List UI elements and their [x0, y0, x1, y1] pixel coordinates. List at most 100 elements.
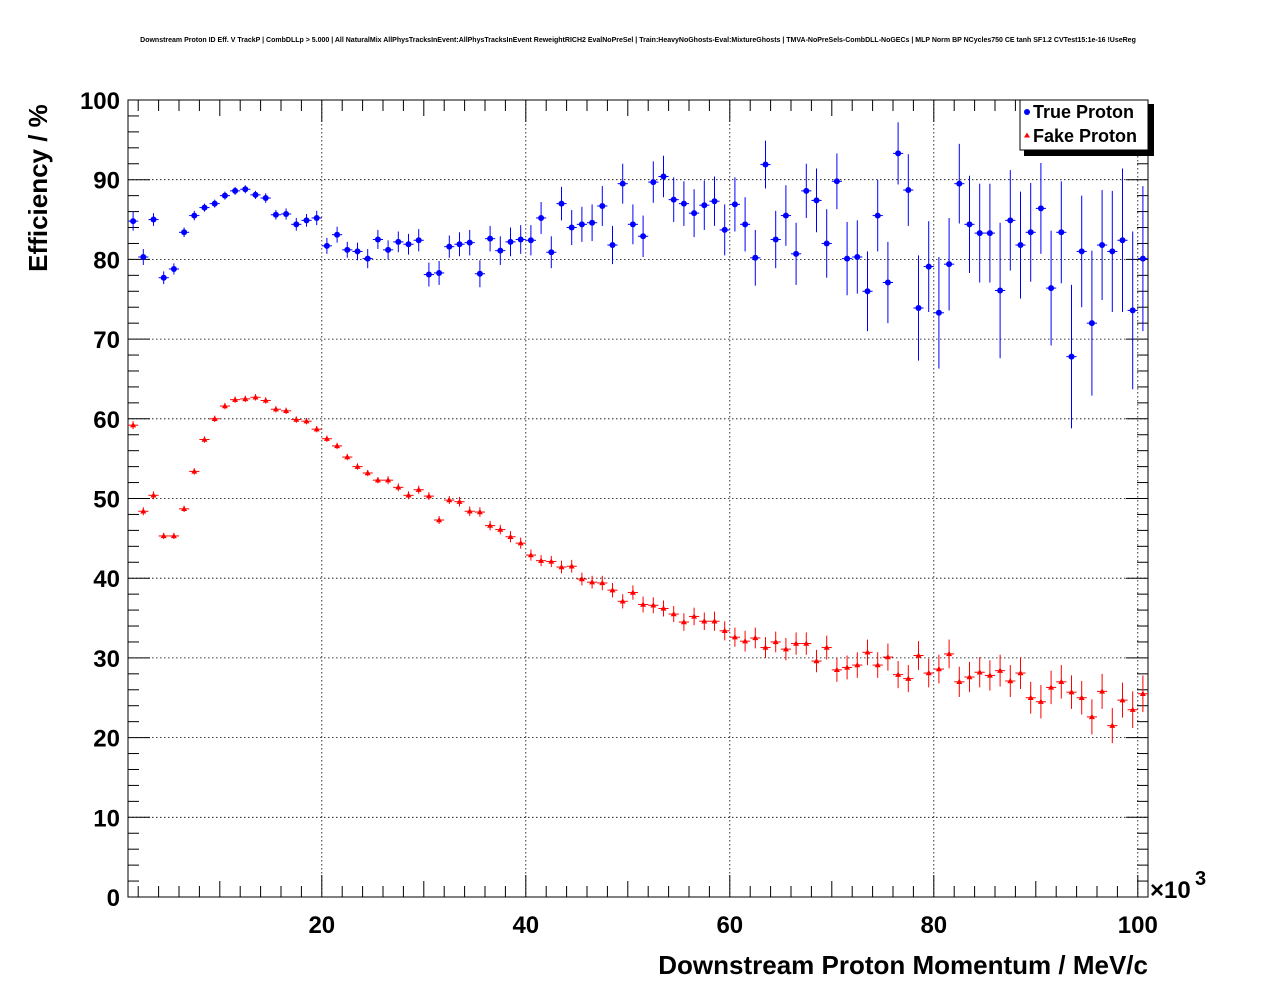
data-point	[495, 524, 506, 535]
data-point	[505, 531, 516, 543]
data-point	[1137, 186, 1148, 332]
data-point	[1076, 681, 1087, 715]
data-point	[179, 505, 190, 513]
point-marker	[650, 179, 657, 186]
x-tick-label: 80	[920, 912, 947, 939]
point-marker	[1078, 248, 1085, 255]
point-marker	[935, 666, 942, 672]
legend-label-true-proton: True Proton	[1033, 102, 1134, 122]
data-point	[1025, 681, 1036, 714]
data-point	[321, 237, 332, 254]
point-marker	[415, 486, 422, 492]
data-point	[1107, 708, 1118, 744]
grid-lines	[128, 100, 1148, 897]
point-marker	[1068, 353, 1075, 360]
point-marker	[1119, 237, 1126, 244]
data-point	[882, 643, 893, 671]
x-axis-label: Downstream Proton Momentum / MeV/c	[658, 950, 1148, 980]
point-marker	[752, 254, 759, 261]
data-point	[556, 560, 567, 574]
point-marker	[1119, 697, 1126, 703]
point-marker	[1129, 307, 1136, 314]
point-marker	[374, 477, 381, 483]
chart-title: Downstream Proton ID Eff. V TrackP | Com…	[140, 37, 1136, 44]
data-point	[209, 415, 220, 422]
point-marker	[538, 214, 545, 221]
point-marker	[640, 233, 647, 240]
data-point	[1035, 684, 1046, 719]
point-marker	[1058, 229, 1065, 236]
data-point	[291, 416, 302, 423]
point-marker	[497, 247, 504, 254]
point-marker	[701, 618, 708, 624]
data-point	[525, 225, 536, 256]
point-marker	[915, 305, 922, 312]
point-marker	[1037, 698, 1044, 704]
point-marker	[1058, 678, 1065, 685]
point-marker	[140, 508, 147, 514]
y-tick-label: 60	[93, 407, 120, 434]
data-point	[862, 251, 873, 332]
legend-box	[1019, 99, 1149, 151]
data-point	[668, 177, 679, 222]
point-marker	[130, 422, 137, 428]
data-point	[148, 213, 159, 226]
data-point	[607, 582, 618, 598]
x-multiplier-base: ×10	[1150, 877, 1191, 904]
data-point	[546, 555, 557, 568]
data-point	[250, 394, 261, 401]
point-marker	[150, 492, 157, 498]
data-point	[913, 255, 924, 361]
point-marker	[191, 212, 198, 219]
point-marker	[334, 442, 341, 449]
data-point	[434, 516, 445, 525]
data-point	[842, 655, 853, 680]
data-point	[719, 621, 730, 641]
data-point	[138, 249, 149, 265]
data-point	[168, 263, 179, 275]
data-point	[964, 661, 975, 693]
data-point	[638, 215, 649, 258]
point-marker	[691, 613, 698, 619]
data-point	[230, 396, 241, 403]
data-point	[627, 204, 638, 245]
point-marker	[997, 287, 1004, 294]
data-point	[913, 641, 924, 670]
data-point	[893, 661, 904, 689]
point-marker	[1068, 689, 1075, 695]
data-point	[791, 222, 802, 285]
x-tick-label: 40	[512, 912, 539, 939]
point-marker	[303, 418, 310, 424]
point-marker	[905, 675, 912, 681]
point-marker	[527, 237, 534, 244]
data-point	[587, 575, 598, 589]
data-point	[893, 122, 904, 185]
point-marker	[782, 212, 789, 219]
data-point	[464, 229, 475, 256]
point-marker	[313, 214, 320, 221]
data-point	[576, 572, 587, 586]
point-marker	[497, 526, 504, 532]
data-point	[954, 666, 965, 697]
point-marker	[201, 204, 208, 211]
point-marker	[660, 173, 667, 180]
point-marker	[385, 477, 392, 483]
point-marker	[293, 416, 300, 422]
point-marker	[589, 219, 596, 226]
data-point	[393, 483, 404, 492]
data-point	[311, 425, 322, 433]
data-point	[760, 637, 771, 658]
data-point	[444, 496, 455, 505]
point-marker	[976, 230, 983, 237]
point-marker	[517, 540, 524, 546]
data-point	[219, 191, 230, 200]
data-point	[495, 236, 506, 265]
point-marker	[946, 650, 953, 657]
x-multiplier: ×10 3	[1150, 868, 1206, 904]
data-point	[658, 600, 669, 617]
data-point	[617, 594, 628, 609]
data-point	[138, 507, 149, 516]
data-point	[403, 491, 414, 500]
point-marker	[181, 505, 188, 512]
data-point	[587, 204, 598, 242]
